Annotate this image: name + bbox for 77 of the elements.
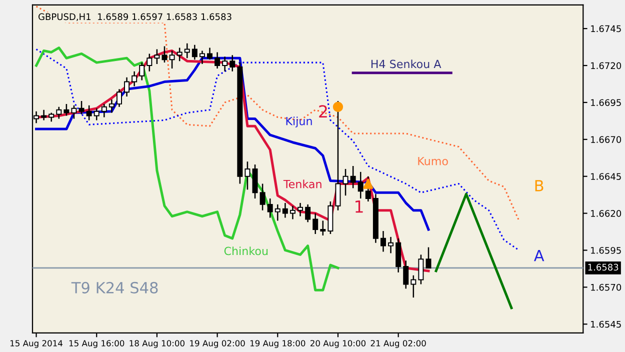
- x-tick-label: 21 Aug 02:00: [370, 340, 426, 348]
- y-tick-label: 1.6545: [591, 320, 621, 328]
- candlestick: [274, 204, 280, 222]
- candlestick: [124, 76, 130, 98]
- annotation: Chinkou: [224, 246, 268, 256]
- candlestick: [154, 48, 160, 65]
- candlestick: [184, 42, 190, 59]
- y-tick-label: 1.6720: [591, 62, 622, 70]
- y-tick-label: 1.6620: [591, 210, 622, 217]
- annotation: A: [534, 250, 544, 262]
- annotation: 1: [356, 200, 363, 213]
- candlestick: [101, 103, 107, 118]
- candlestick: [403, 260, 409, 290]
- candlestick: [410, 274, 416, 298]
- x-tick-label: 20 Aug 10:00: [310, 340, 366, 348]
- candlestick: [418, 254, 424, 285]
- annotation: T9 K24 S48: [71, 282, 158, 294]
- y-tick-label: 1.6595: [591, 246, 621, 254]
- candlestick: [380, 230, 386, 252]
- y-tick-label: 1.6670: [591, 136, 622, 143]
- line-series: [35, 46, 340, 292]
- annotation: Kijun: [286, 116, 312, 128]
- text: GBPUSD,H1 1.6589 1.6597 1.6583 1.6583: [38, 13, 232, 22]
- candlestick: [290, 205, 296, 220]
- candlestick: [426, 246, 432, 269]
- x-tick-label: 18 Aug 10:00: [130, 340, 184, 348]
- candlestick: [260, 183, 266, 211]
- y-tick-label: 1.6695: [591, 99, 621, 106]
- candlestick: [94, 108, 100, 121]
- candlestick: [358, 171, 364, 200]
- candlestick: [282, 202, 288, 218]
- candlestick: [169, 50, 175, 70]
- candlestick: [350, 165, 356, 189]
- line-series: [36, 6, 520, 222]
- candlestick: [207, 47, 213, 60]
- candlestick: [139, 62, 145, 81]
- x-tick-label: 15 Aug 2014: [10, 340, 62, 348]
- candlestick: [305, 204, 311, 223]
- candlestick: [222, 56, 228, 72]
- y-tick-label: 1.6745: [591, 25, 621, 32]
- candlestick: [78, 100, 84, 115]
- candlestick: [252, 164, 258, 200]
- candlestick: [146, 53, 152, 72]
- candlestick: [365, 176, 371, 202]
- ref-line-label: 1.6583: [588, 264, 618, 271]
- candlestick: [64, 103, 70, 116]
- candlestick: [230, 54, 236, 72]
- candlestick: [116, 88, 122, 108]
- candlestick: [267, 198, 273, 218]
- annotation: Kumo: [418, 157, 448, 166]
- annotation: 2: [319, 105, 327, 118]
- candlestick: [335, 100, 341, 211]
- candlestick: [162, 46, 168, 64]
- annotation: Tenkan: [283, 180, 322, 188]
- x-tick-label: 15 Aug 16:00: [69, 340, 124, 348]
- x-tick-label: 19 Aug 18:00: [250, 340, 306, 348]
- annotation: H4 Senkou A: [371, 60, 442, 68]
- candlestick: [192, 44, 198, 60]
- candlestick: [71, 104, 77, 120]
- candlestick: [244, 160, 250, 190]
- candlestick: [388, 236, 394, 254]
- annotation: B: [535, 180, 544, 192]
- y-tick-label: 1.6645: [591, 173, 621, 180]
- candlestick: [312, 212, 318, 235]
- x-tick-label: 19 Aug 02:00: [190, 340, 245, 348]
- y-tick-label: 1.6570: [591, 284, 622, 291]
- candlestick: [199, 50, 205, 65]
- candlestick: [298, 202, 304, 217]
- candlestick: [342, 168, 348, 196]
- candlestick: [214, 52, 220, 70]
- candlestick: [396, 238, 402, 274]
- candlestick: [320, 220, 326, 236]
- candlestick: [176, 47, 182, 62]
- candlestick: [108, 98, 114, 114]
- candlestick: [56, 106, 62, 120]
- candlestick: [132, 70, 138, 87]
- candlestick: [86, 104, 92, 121]
